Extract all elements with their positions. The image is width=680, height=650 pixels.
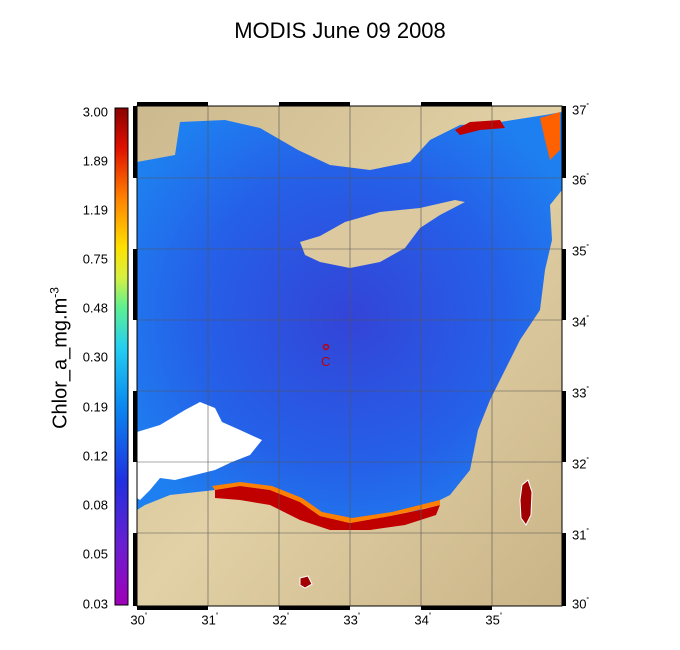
lat-tick: 32˚: [572, 456, 590, 472]
coastal-bloom: [215, 486, 440, 530]
lat-tick: 35˚: [572, 243, 590, 259]
colorbar-tick: 0.05: [82, 546, 108, 562]
lon-tick: 35˚: [485, 612, 503, 628]
colorbar-tick: 0.30: [82, 349, 108, 365]
cloud-mask: [137, 402, 262, 500]
map-title: MODIS June 09 2008: [234, 18, 446, 43]
graticule: [137, 106, 562, 606]
lon-tick: 33˚: [343, 612, 361, 628]
dead-sea: [519, 479, 533, 526]
lat-tick: 33˚: [572, 385, 590, 401]
lon-tick: 30˚: [130, 612, 148, 628]
cyprus: [300, 200, 465, 268]
lat-tick: 36˚: [572, 172, 590, 188]
colorbar-tick: 0.75: [82, 251, 108, 267]
lon-tick: 31˚: [201, 612, 219, 628]
colorbar-tick: 0.48: [82, 300, 108, 316]
lat-tick: 31˚: [572, 527, 590, 543]
colorbar-tick: 1.89: [82, 153, 108, 169]
colorbar-tick: 0.19: [82, 399, 108, 415]
station-marker: [322, 343, 330, 351]
colorbar-tick: 3.00: [82, 104, 108, 120]
lon-tick: 34˚: [414, 612, 432, 628]
sea-area: [137, 112, 562, 522]
colorbar-tick: 1.19: [82, 202, 108, 218]
colorbar: [114, 107, 129, 606]
colorbar-tick: 0.03: [82, 596, 108, 612]
frame-ticks: [133, 102, 566, 610]
lat-tick: 37˚: [572, 102, 590, 118]
lat-tick: 30˚: [572, 596, 590, 612]
colorbar-tick: 0.12: [82, 448, 108, 464]
lon-tick: 32˚: [272, 612, 290, 628]
colorbar-tick: 0.08: [82, 497, 108, 513]
station-label: C: [321, 354, 330, 369]
lat-tick: 34˚: [572, 314, 590, 330]
